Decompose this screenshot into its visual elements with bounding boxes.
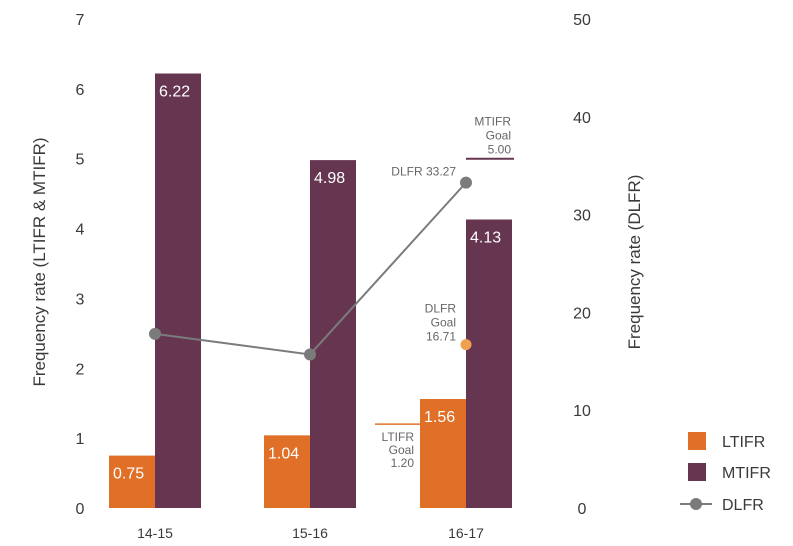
- left-tick-label: 5: [76, 152, 85, 169]
- bars: 0.75 1.04 1.56 6.22 4.98 4.13: [109, 73, 512, 509]
- dlfr-goal-label: 16.71: [426, 330, 456, 344]
- mtifr-goal-label: 5.00: [488, 143, 512, 157]
- right-tick-label: 20: [573, 305, 591, 322]
- x-tick-label: 14-15: [137, 525, 173, 541]
- ltifr-goal-label: LTIFR: [382, 430, 415, 444]
- ltifr-bar-label: 1.56: [424, 409, 455, 426]
- dlfr-point: [460, 176, 472, 189]
- ltifr-bar-label: 0.75: [113, 466, 144, 483]
- x-tick-label: 15-16: [292, 525, 328, 541]
- mtifr-goal-label: Goal: [486, 129, 511, 143]
- mtifr-goal-label: MTIFR: [474, 115, 511, 129]
- ltifr-legend-swatch: [688, 432, 706, 450]
- right-tick-label: 30: [573, 208, 591, 225]
- mtifr-bar-label: 4.98: [314, 170, 345, 187]
- x-axis-ticks: 14-15 15-16 16-17: [137, 525, 484, 541]
- right-axis-ticks: 0 10 20 30 40 50: [573, 12, 591, 518]
- right-tick-label: 40: [573, 110, 591, 127]
- dlfr-value-label: DLFR 33.27: [391, 165, 456, 179]
- left-tick-label: 4: [76, 222, 85, 239]
- right-axis-title: Frequency rate (DLFR): [625, 175, 644, 350]
- x-tick-label: 16-17: [448, 525, 484, 541]
- mtifr-bar: [466, 219, 512, 509]
- left-tick-label: 6: [76, 82, 85, 99]
- left-tick-label: 1: [76, 431, 85, 448]
- mtifr-bar: [310, 160, 356, 508]
- dlfr-point: [149, 327, 161, 340]
- mtifr-legend-label: MTIFR: [722, 465, 771, 482]
- mtifr-bar-label: 6.22: [159, 83, 190, 100]
- dlfr-point: [304, 348, 316, 361]
- left-tick-label: 3: [76, 291, 85, 308]
- ltifr-bar: [420, 399, 466, 508]
- mtifr-bar: [155, 73, 201, 508]
- left-tick-label: 0: [76, 501, 85, 518]
- ltifr-legend-label: LTIFR: [722, 434, 765, 451]
- dlfr-legend-label: DLFR: [722, 497, 764, 514]
- right-tick-label: 10: [573, 403, 591, 420]
- left-tick-label: 7: [76, 12, 85, 29]
- ltifr-goal-label: Goal: [389, 443, 414, 457]
- ltifr-bar-label: 1.04: [268, 445, 299, 462]
- ltifr-bar: [264, 435, 310, 508]
- annotations: DLFR 33.27MTIFRGoal5.00LTIFRGoal1.20DLFR…: [375, 115, 514, 470]
- dlfr-legend-marker: [690, 498, 702, 510]
- left-axis-ticks: 0 1 2 3 4 5 6 7: [76, 12, 85, 518]
- right-tick-label: 50: [573, 12, 591, 29]
- dlfr-goal-point: [460, 339, 472, 351]
- left-tick-label: 2: [76, 361, 85, 378]
- ltifr-goal-label: 1.20: [391, 456, 415, 470]
- dlfr-line-layer: [149, 176, 472, 361]
- mtifr-legend-swatch: [688, 463, 706, 481]
- legend: LTIFR MTIFR DLFR: [680, 432, 771, 514]
- right-tick-label: 0: [578, 501, 587, 518]
- dlfr-goal-label: Goal: [431, 316, 456, 330]
- mtifr-bar-label: 4.13: [470, 229, 501, 246]
- dlfr-goal-label: DLFR: [425, 302, 457, 316]
- left-axis-title: Frequency rate (LTIFR & MTIFR): [30, 137, 49, 386]
- ltifr-bar: [109, 455, 155, 508]
